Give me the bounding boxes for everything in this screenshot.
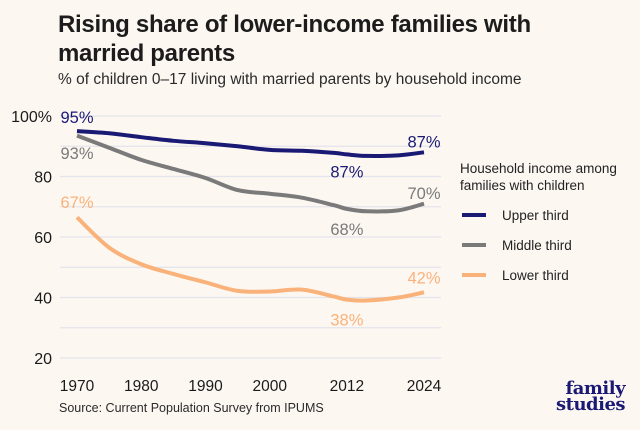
data-label-upper: 95% <box>60 109 93 127</box>
x-tick-label: 1980 <box>124 378 159 395</box>
data-label-upper: 87% <box>330 163 363 181</box>
x-tick-label: 2024 <box>407 378 442 395</box>
y-tick-label: 20 <box>34 351 52 368</box>
series-line-middle <box>76 133 425 214</box>
series-line-upper <box>76 129 425 158</box>
chart-subtitle: % of children 0–17 living with married p… <box>58 71 522 88</box>
legend-item-middle: Middle third <box>460 236 630 254</box>
family-studies-logo: family studies <box>548 378 626 415</box>
data-label-upper: 87% <box>407 133 440 151</box>
logo-line-1: family <box>565 378 626 399</box>
legend-swatch-lower <box>462 273 486 277</box>
data-label-lower: 42% <box>407 269 440 287</box>
data-label-middle: 93% <box>60 145 93 163</box>
legend-item-lower: Lower third <box>460 266 630 284</box>
chart-title: Rising share of lower-income families wi… <box>58 11 531 67</box>
data-label-middle: 70% <box>407 185 440 203</box>
x-tick-label: 2000 <box>253 378 288 395</box>
legend-label-lower: Lower third <box>502 267 569 283</box>
y-tick-label: 80 <box>34 170 52 187</box>
legend-item-upper: Upper third <box>460 206 630 224</box>
logo-line-2: studies <box>556 394 626 415</box>
legend: Household income among families with chi… <box>460 160 630 284</box>
data-label-lower: 67% <box>60 194 93 212</box>
x-tick-label: 1970 <box>60 378 95 395</box>
legend-title: Household income among families with chi… <box>460 161 617 193</box>
source-note: Source: Current Population Survey from I… <box>59 401 324 415</box>
data-label-lower: 38% <box>330 312 363 330</box>
series-line-lower <box>75 215 425 303</box>
gridlines <box>60 115 441 359</box>
x-tick-label: 2012 <box>330 378 364 395</box>
y-tick-label: 100% <box>11 109 52 126</box>
x-tick-label: 1990 <box>188 378 223 395</box>
y-axis-ticks: 20 40 60 80 100% <box>11 109 52 368</box>
data-label-middle: 68% <box>330 221 363 239</box>
legend-swatch-upper <box>462 213 486 217</box>
y-tick-label: 40 <box>34 291 52 308</box>
x-axis-ticks: 1970 1980 1990 2000 2012 2024 <box>60 378 442 395</box>
data-labels: 95% 93% 67% 87% 68% 38% 87% 70% 42% <box>60 109 440 329</box>
legend-label-middle: Middle third <box>502 237 572 253</box>
legend-swatch-middle <box>462 243 486 247</box>
y-tick-label: 60 <box>34 230 52 247</box>
legend-label-upper: Upper third <box>502 207 569 223</box>
series-lines <box>75 129 425 303</box>
